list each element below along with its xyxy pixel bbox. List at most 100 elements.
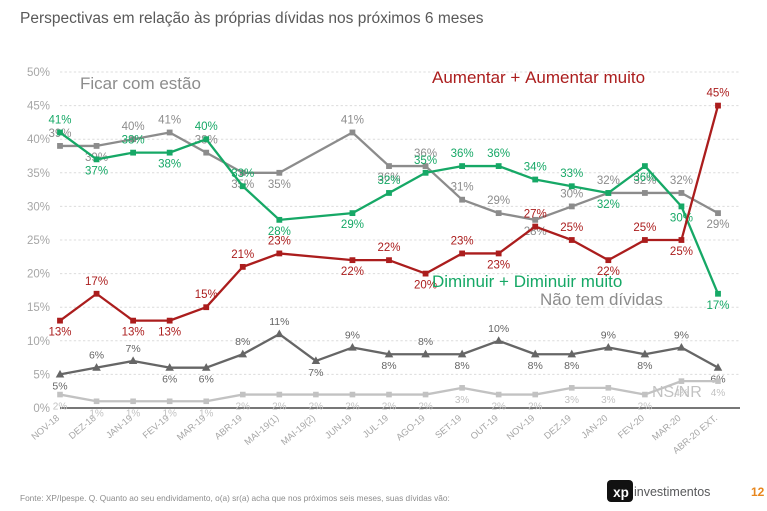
svg-text:29%: 29% bbox=[706, 219, 729, 231]
svg-text:40%: 40% bbox=[122, 121, 145, 133]
svg-text:xp: xp bbox=[613, 485, 629, 500]
svg-text:20%: 20% bbox=[27, 269, 50, 281]
svg-text:2%: 2% bbox=[309, 402, 324, 413]
svg-text:2%: 2% bbox=[528, 402, 543, 413]
svg-text:40%: 40% bbox=[27, 134, 50, 146]
svg-text:8%: 8% bbox=[528, 360, 543, 372]
svg-text:17%: 17% bbox=[85, 276, 108, 288]
svg-text:9%: 9% bbox=[674, 330, 689, 342]
svg-text:27%: 27% bbox=[524, 209, 547, 221]
svg-text:30%: 30% bbox=[560, 188, 583, 200]
svg-text:2%: 2% bbox=[418, 402, 433, 413]
svg-text:6%: 6% bbox=[89, 350, 104, 362]
svg-text:35%: 35% bbox=[27, 168, 50, 180]
svg-text:17%: 17% bbox=[706, 300, 729, 312]
svg-text:30%: 30% bbox=[27, 201, 50, 213]
svg-text:13%: 13% bbox=[158, 327, 181, 339]
svg-text:SET-19: SET-19 bbox=[433, 413, 463, 441]
svg-text:3%: 3% bbox=[455, 395, 470, 406]
svg-text:1%: 1% bbox=[126, 408, 141, 419]
svg-text:22%: 22% bbox=[341, 266, 364, 278]
svg-text:2%: 2% bbox=[638, 402, 653, 413]
svg-text:29%: 29% bbox=[487, 195, 510, 207]
svg-text:35%: 35% bbox=[414, 155, 437, 167]
svg-text:33%: 33% bbox=[231, 168, 254, 180]
svg-text:8%: 8% bbox=[455, 360, 470, 372]
svg-text:1%: 1% bbox=[199, 408, 214, 419]
svg-text:8%: 8% bbox=[235, 336, 250, 348]
svg-text:10%: 10% bbox=[27, 336, 50, 348]
svg-text:41%: 41% bbox=[341, 114, 364, 126]
svg-text:2%: 2% bbox=[272, 402, 287, 413]
svg-text:41%: 41% bbox=[158, 114, 181, 126]
svg-text:3%: 3% bbox=[565, 395, 580, 406]
svg-text:36%: 36% bbox=[487, 148, 510, 160]
svg-text:25%: 25% bbox=[560, 222, 583, 234]
svg-text:JUN-19: JUN-19 bbox=[323, 413, 354, 441]
svg-text:32%: 32% bbox=[597, 199, 620, 211]
svg-text:NOV-19: NOV-19 bbox=[505, 413, 537, 442]
svg-text:33%: 33% bbox=[560, 168, 583, 180]
svg-text:3%: 3% bbox=[601, 395, 616, 406]
svg-text:23%: 23% bbox=[487, 259, 510, 271]
svg-text:13%: 13% bbox=[48, 327, 71, 339]
svg-text:35%: 35% bbox=[268, 179, 291, 191]
svg-text:23%: 23% bbox=[268, 235, 291, 247]
svg-text:DEZ-19: DEZ-19 bbox=[542, 413, 573, 441]
svg-text:2%: 2% bbox=[345, 402, 360, 413]
svg-text:36%: 36% bbox=[633, 172, 656, 184]
svg-text:32%: 32% bbox=[377, 175, 400, 187]
svg-text:9%: 9% bbox=[345, 330, 360, 342]
svg-text:JUL-19: JUL-19 bbox=[361, 413, 390, 440]
svg-text:34%: 34% bbox=[524, 162, 547, 174]
svg-text:JAN-20: JAN-20 bbox=[579, 413, 609, 441]
svg-text:37%: 37% bbox=[85, 165, 108, 177]
svg-text:6%: 6% bbox=[162, 374, 177, 386]
svg-text:40%: 40% bbox=[195, 121, 218, 133]
svg-text:15%: 15% bbox=[195, 289, 218, 301]
svg-text:ABR-19: ABR-19 bbox=[213, 413, 244, 442]
svg-text:FEV-20: FEV-20 bbox=[616, 413, 646, 441]
svg-text:45%: 45% bbox=[27, 101, 50, 113]
svg-text:50%: 50% bbox=[27, 67, 50, 79]
svg-text:5%: 5% bbox=[52, 380, 67, 392]
svg-text:45%: 45% bbox=[706, 88, 729, 100]
svg-text:38%: 38% bbox=[158, 159, 181, 171]
svg-text:AGO-19: AGO-19 bbox=[394, 413, 427, 443]
svg-text:0%: 0% bbox=[33, 403, 50, 415]
svg-text:1%: 1% bbox=[89, 408, 104, 419]
svg-text:MAI-19(2): MAI-19(2) bbox=[279, 413, 317, 447]
svg-text:29%: 29% bbox=[341, 219, 364, 231]
svg-text:7%: 7% bbox=[126, 343, 141, 355]
svg-text:23%: 23% bbox=[451, 235, 474, 247]
svg-text:OUT-19: OUT-19 bbox=[469, 413, 500, 442]
svg-text:1%: 1% bbox=[162, 408, 177, 419]
svg-text:32%: 32% bbox=[670, 175, 693, 187]
svg-text:15%: 15% bbox=[27, 302, 50, 314]
svg-text:2%: 2% bbox=[236, 402, 251, 413]
svg-text:22%: 22% bbox=[377, 242, 400, 254]
svg-text:10%: 10% bbox=[488, 323, 509, 335]
svg-text:38%: 38% bbox=[122, 135, 145, 147]
svg-text:32%: 32% bbox=[597, 175, 620, 187]
svg-text:25%: 25% bbox=[670, 246, 693, 258]
svg-text:11%: 11% bbox=[269, 316, 289, 328]
svg-text:8%: 8% bbox=[637, 360, 652, 372]
svg-text:NOV-18: NOV-18 bbox=[30, 413, 62, 442]
svg-text:31%: 31% bbox=[451, 182, 474, 194]
svg-text:21%: 21% bbox=[231, 249, 254, 261]
svg-text:2%: 2% bbox=[491, 402, 506, 413]
svg-text:4%: 4% bbox=[711, 388, 726, 399]
svg-text:25%: 25% bbox=[633, 222, 656, 234]
svg-text:41%: 41% bbox=[48, 114, 71, 126]
svg-text:9%: 9% bbox=[601, 330, 616, 342]
svg-text:25%: 25% bbox=[27, 235, 50, 247]
svg-text:MAI-19(1): MAI-19(1) bbox=[243, 413, 281, 447]
svg-text:8%: 8% bbox=[381, 360, 396, 372]
svg-text:6%: 6% bbox=[199, 374, 214, 386]
svg-text:8%: 8% bbox=[418, 336, 433, 348]
svg-text:MAR-20: MAR-20 bbox=[650, 413, 683, 443]
svg-text:36%: 36% bbox=[451, 148, 474, 160]
svg-text:13%: 13% bbox=[122, 327, 145, 339]
svg-text:2%: 2% bbox=[382, 402, 397, 413]
